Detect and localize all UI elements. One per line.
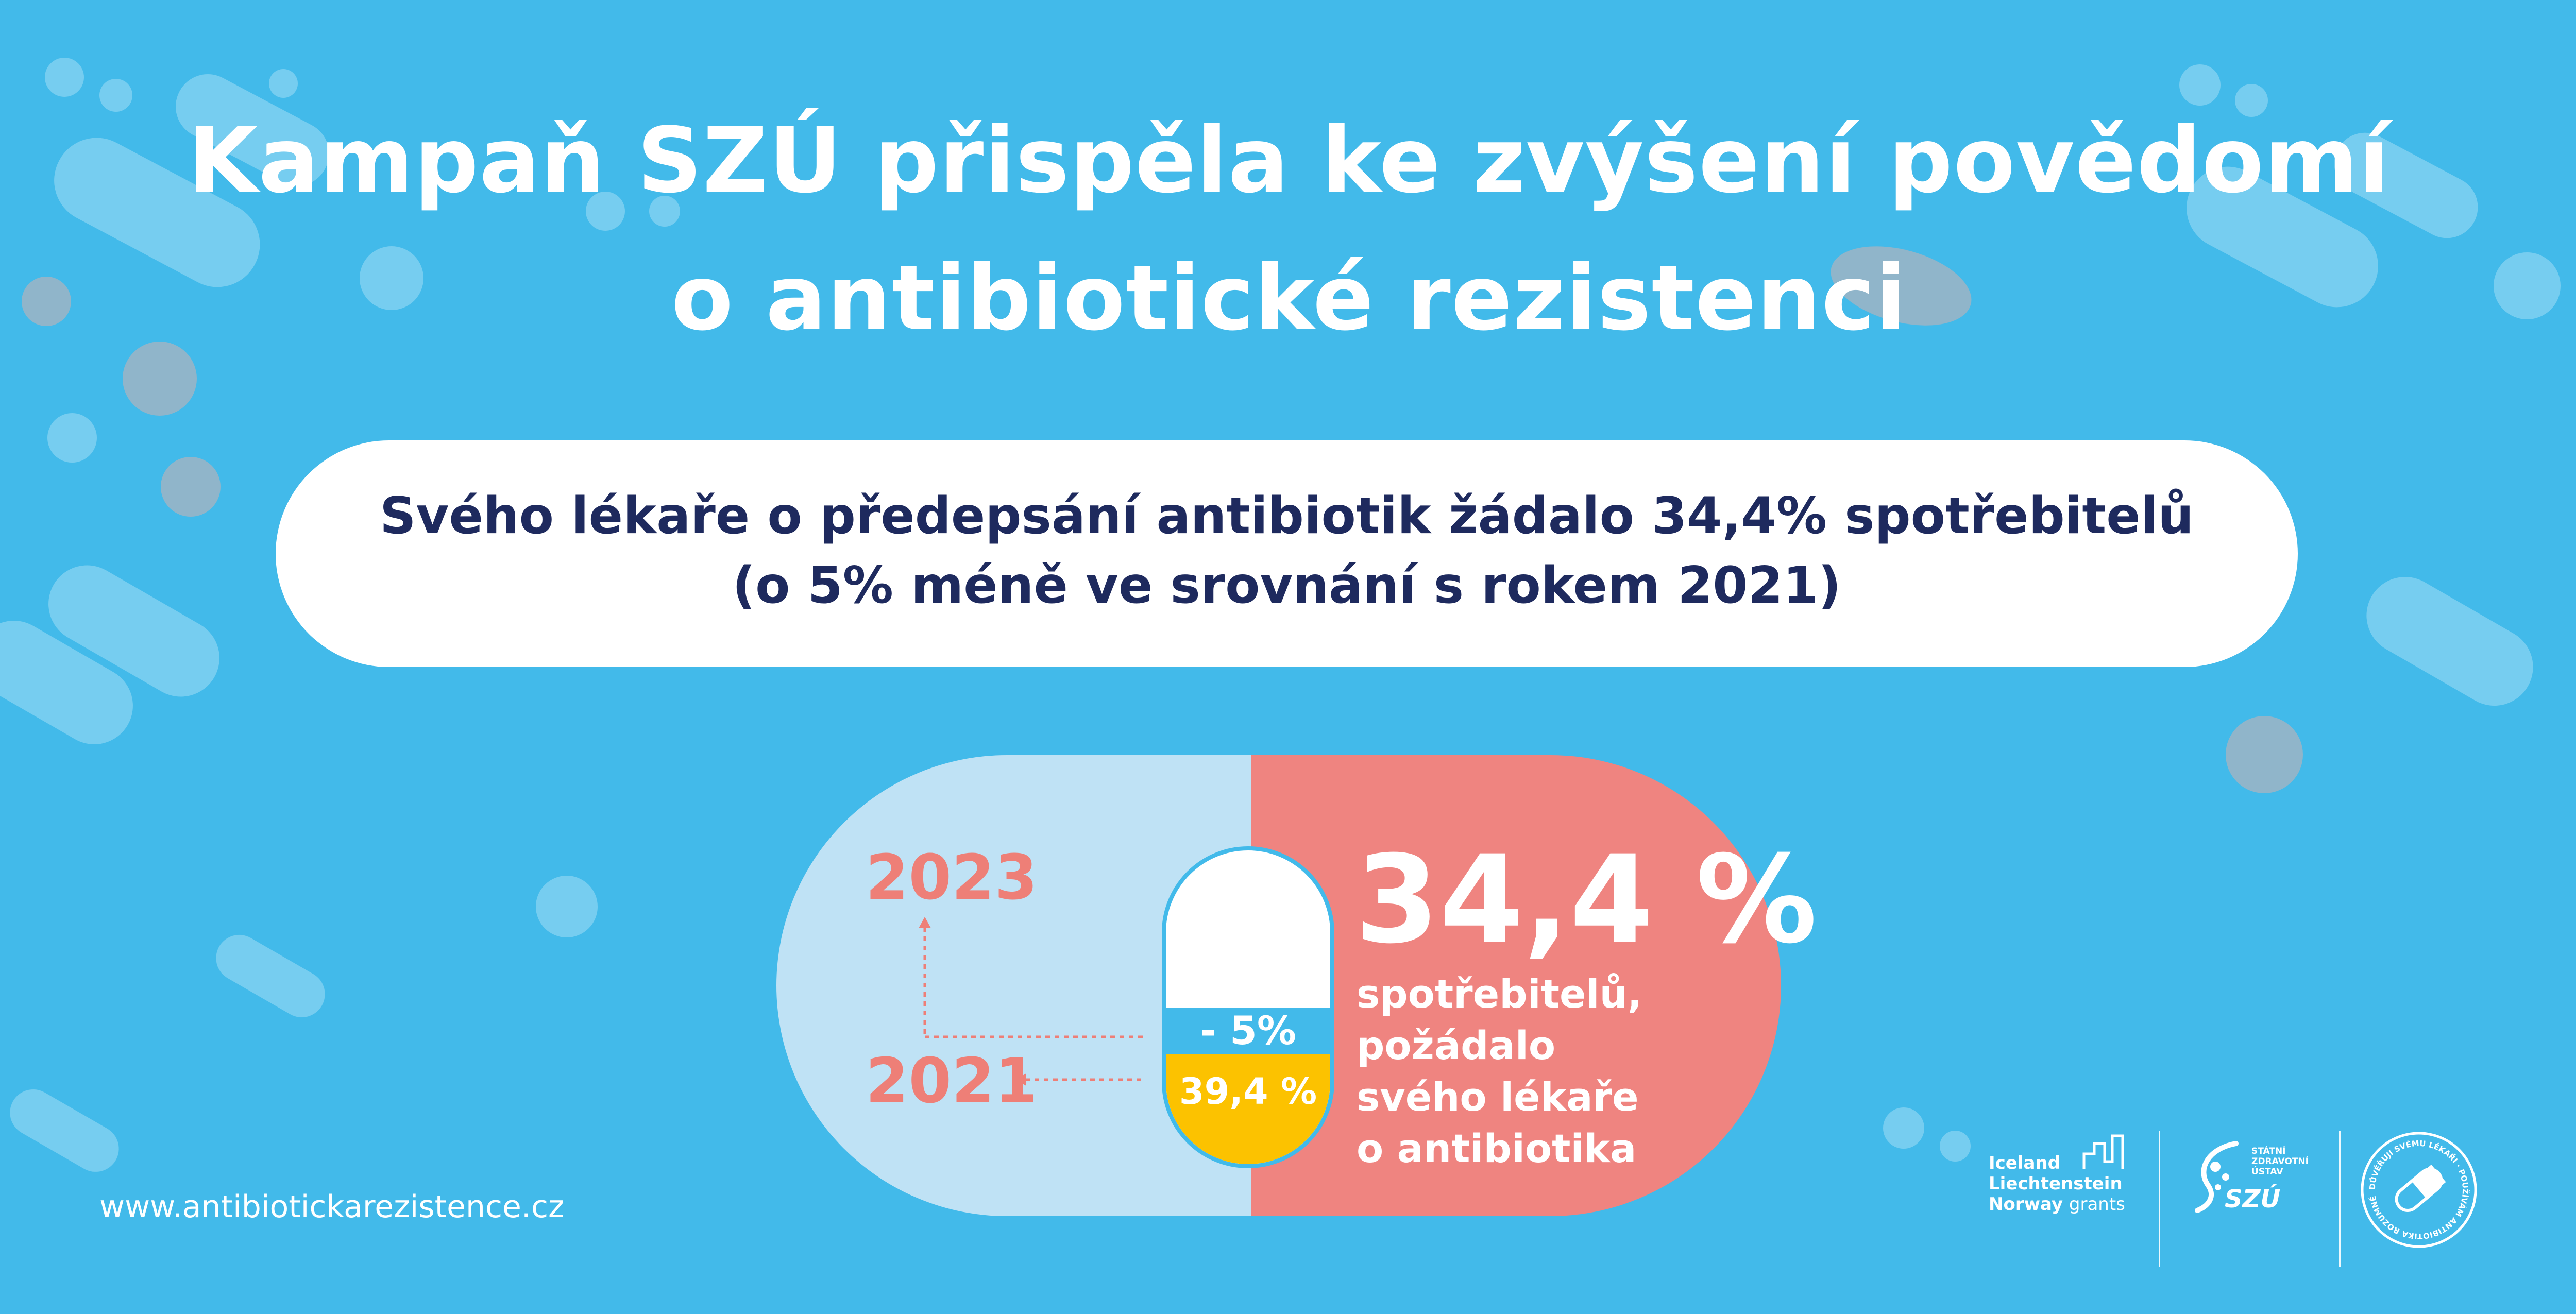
trust-doctor-badge: DŮVĚŘUJI SVÉMU LÉKAŘI · POUŽÍVÁM ANTIBIO… <box>2361 1132 2477 1248</box>
szu-small-line: ÚSTAV <box>2251 1167 2283 1177</box>
year-current-label: 2023 <box>866 842 1038 914</box>
szu-small-text: STÁTNÍ ZDRAVOTNÍ ÚSTAV <box>2251 1146 2309 1177</box>
decor-grey-bubble <box>22 277 71 326</box>
decor-bubble <box>536 876 598 937</box>
pill-change-segment: - 5% <box>1166 1008 1330 1054</box>
pill-gauge: - 5% 39,4 % <box>1162 846 1334 1168</box>
arrow-up-icon <box>919 917 931 928</box>
decor-pill <box>176 74 329 186</box>
description-line: o antibiotika <box>1357 1125 1637 1171</box>
footer-divider <box>2339 1131 2341 1267</box>
decor-bubble <box>2179 64 2221 106</box>
decor-bubble <box>360 246 423 310</box>
norway-grants-logo: Iceland Liechtenstein Norway grants <box>1989 1153 2125 1215</box>
description-line: svého lékaře <box>1357 1074 1639 1120</box>
decor-pill <box>2334 132 2478 238</box>
website-link[interactable]: www.antibiotickarezistence.cz <box>99 1189 565 1225</box>
capsule-right-half <box>1251 755 1781 1216</box>
decor-bubble <box>269 69 298 98</box>
szu-small-line: STÁTNÍ <box>2251 1146 2286 1156</box>
page-title-line1: Kampaň SZÚ přispěla ke zvýšení povědomí <box>188 109 2391 213</box>
grants-chart-icon <box>2082 1134 2124 1169</box>
decor-bubble <box>2235 84 2268 117</box>
decor-grey-bubble <box>123 342 197 416</box>
decor-pill <box>216 935 325 1017</box>
decor-bubble <box>1940 1131 1971 1162</box>
decor-bubble <box>1883 1107 1924 1149</box>
footer-divider <box>2159 1131 2160 1267</box>
year-previous-label: 2021 <box>866 1046 1038 1117</box>
decor-grey-bubble <box>1831 246 1972 326</box>
comparison-arrows <box>919 917 1146 1086</box>
grants-liechtenstein: Liechtenstein <box>1989 1173 2123 1194</box>
pill-previous-segment: 39,4 % <box>1166 1054 1330 1164</box>
decor-pill <box>48 565 219 697</box>
szu-small-line: ZDRAVOTNÍ <box>2251 1156 2309 1167</box>
grants-iceland: Iceland <box>1989 1153 2061 1173</box>
grants-norway: Norway <box>1989 1194 2063 1215</box>
summary-banner: Svého lékaře o předepsání antibiotik žád… <box>276 440 2298 667</box>
decor-bubble <box>99 79 132 112</box>
decor-pill <box>2366 577 2533 706</box>
decor-bubble <box>586 192 625 231</box>
decor-grey-bubble <box>161 457 221 517</box>
grants-suffix: grants <box>2069 1194 2125 1215</box>
description-text: spotřebitelů, požádalo svého lékaře o an… <box>1357 968 1642 1174</box>
capsule-infographic <box>776 755 1781 1216</box>
arrow-left-icon <box>1015 1073 1026 1086</box>
decor-pill <box>0 621 133 744</box>
decor-bubble <box>45 58 84 97</box>
decor-pill <box>2187 166 2378 308</box>
decor-bubble <box>649 196 680 227</box>
decor-bubble <box>2494 252 2561 319</box>
summary-line2: (o 5% méně ve srovnání s rokem 2021) <box>732 556 1841 615</box>
headline-percentage: 34,4 % <box>1355 830 1818 970</box>
szu-logo-icon <box>2195 1141 2239 1213</box>
description-line: požádalo <box>1357 1022 1556 1068</box>
szu-logo-text: SZÚ <box>2225 1185 2281 1214</box>
description-line: spotřebitelů, <box>1357 971 1642 1017</box>
page-title-line2: o antibiotické rezistenci <box>671 246 1907 351</box>
decor-pill <box>54 138 260 287</box>
decor-grey-bubble <box>2226 716 2303 793</box>
capsule-icon <box>2395 1165 2446 1212</box>
decor-bubble <box>47 413 97 463</box>
summary-line1: Svého lékaře o předepsání antibiotik žád… <box>379 487 2194 545</box>
decor-pill <box>10 1089 119 1172</box>
